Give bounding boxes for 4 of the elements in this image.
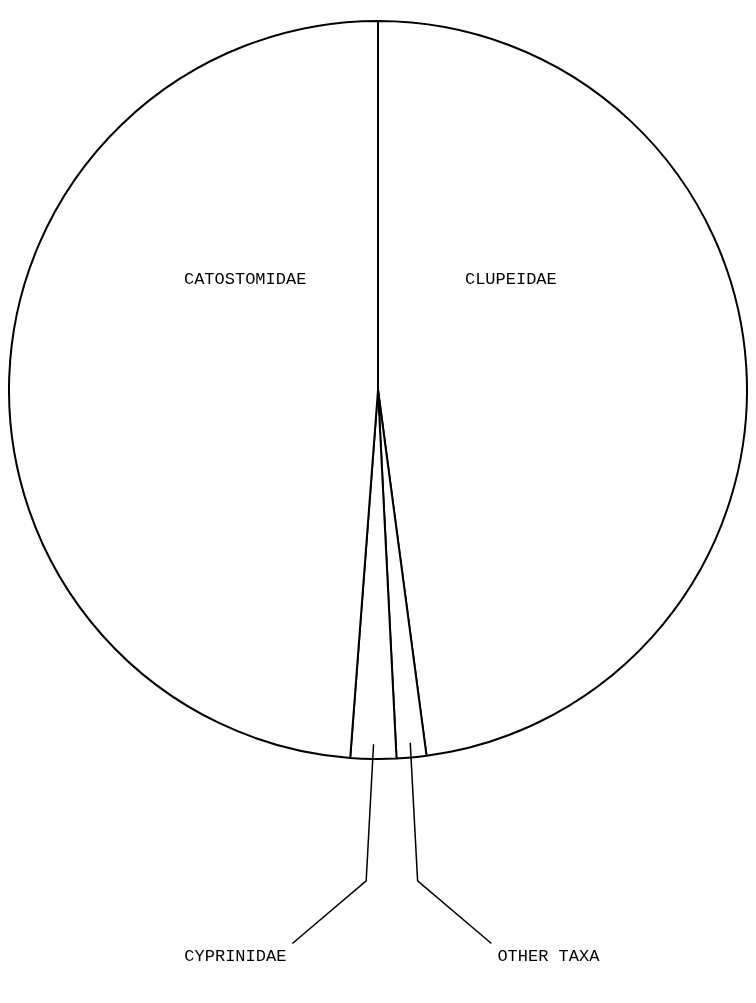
slice-label: CYPRINIDAE	[184, 946, 287, 966]
slice-label: OTHER TAXA	[497, 946, 601, 966]
slice-label: CATOSTOMIDAE	[183, 269, 307, 289]
slice-label: CLUPEIDAE	[464, 269, 557, 289]
